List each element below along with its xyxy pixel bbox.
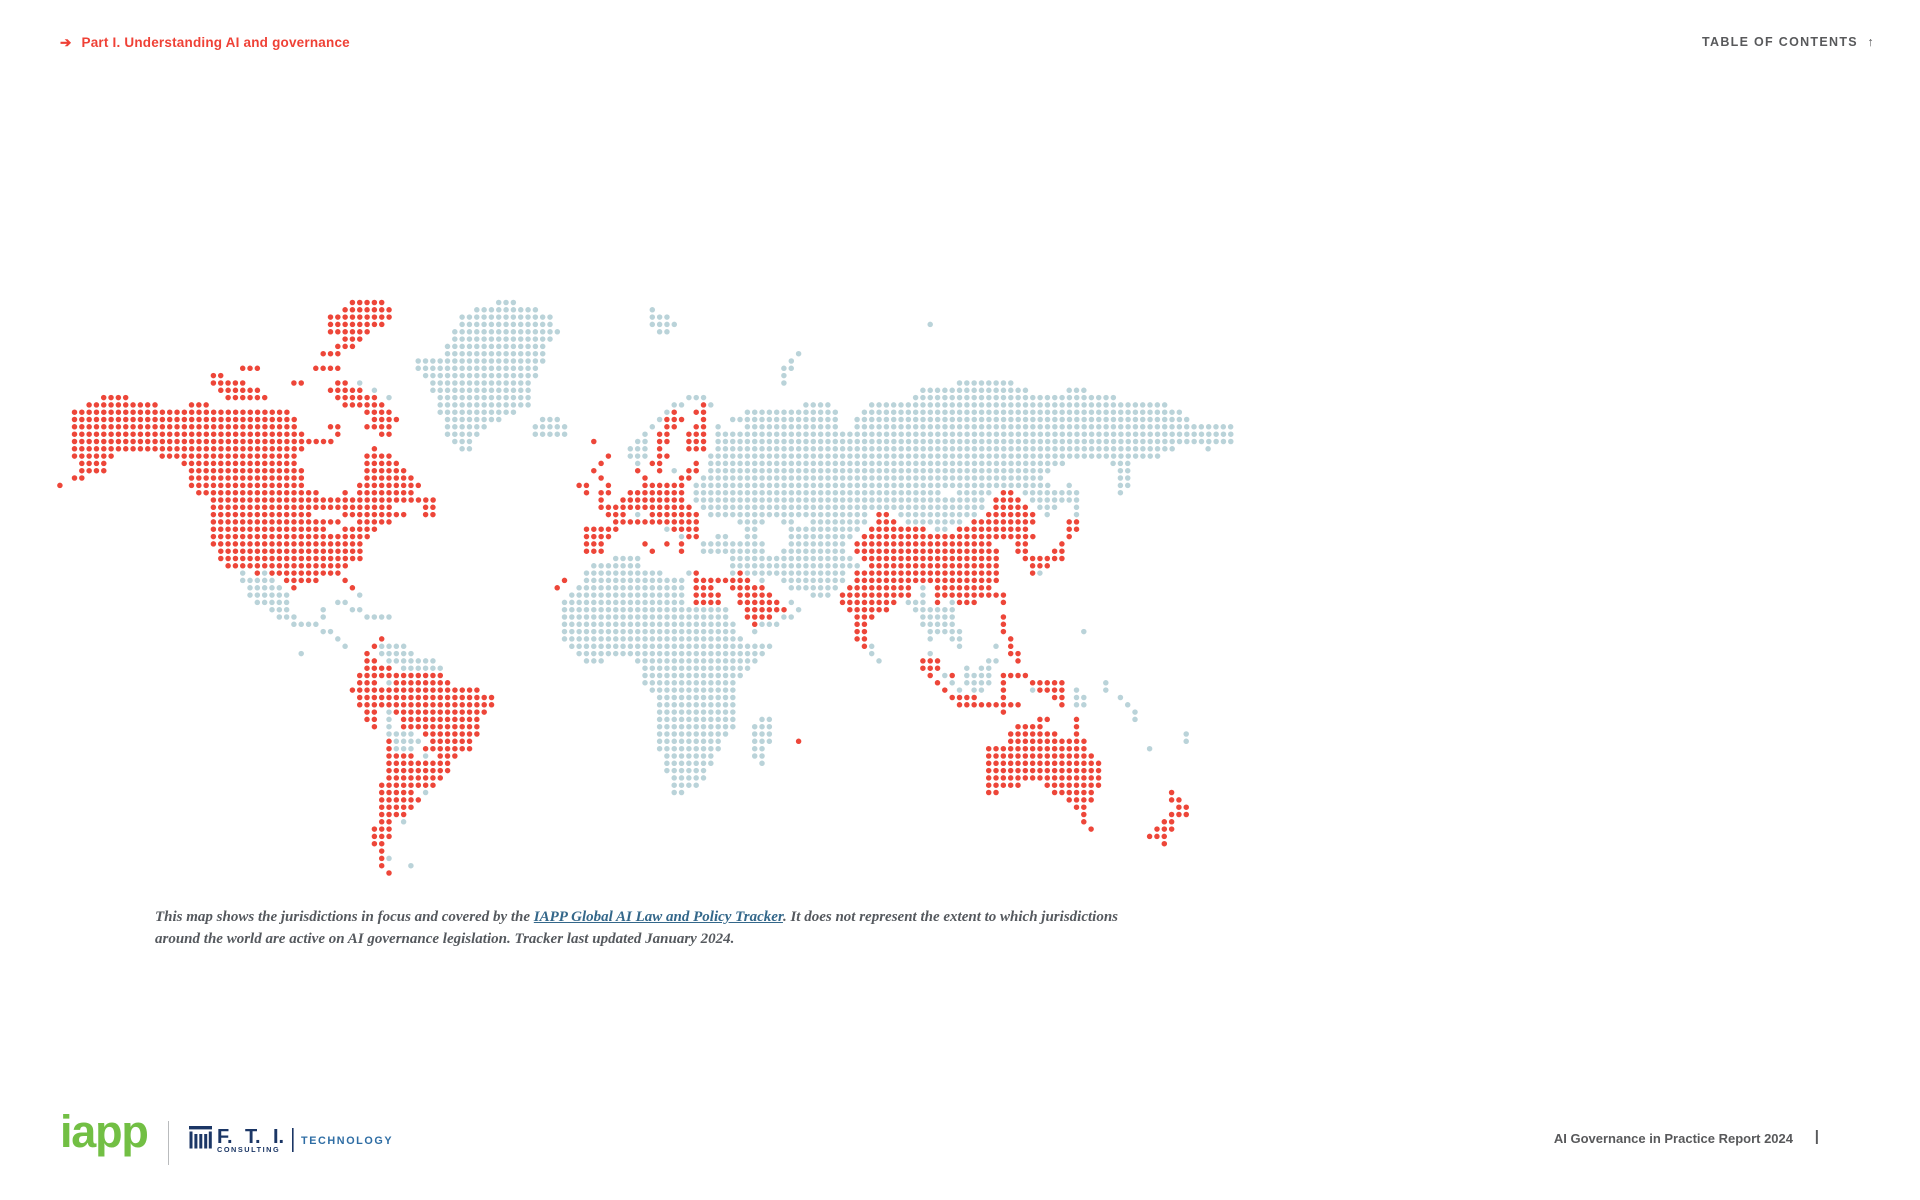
svg-text:I.: I. — [273, 1126, 284, 1148]
svg-text:T.: T. — [245, 1126, 261, 1148]
svg-text:F.: F. — [217, 1126, 233, 1148]
svg-text:CONSULTING: CONSULTING — [217, 1145, 280, 1154]
svg-text:TECHNOLOGY: TECHNOLOGY — [301, 1135, 393, 1147]
